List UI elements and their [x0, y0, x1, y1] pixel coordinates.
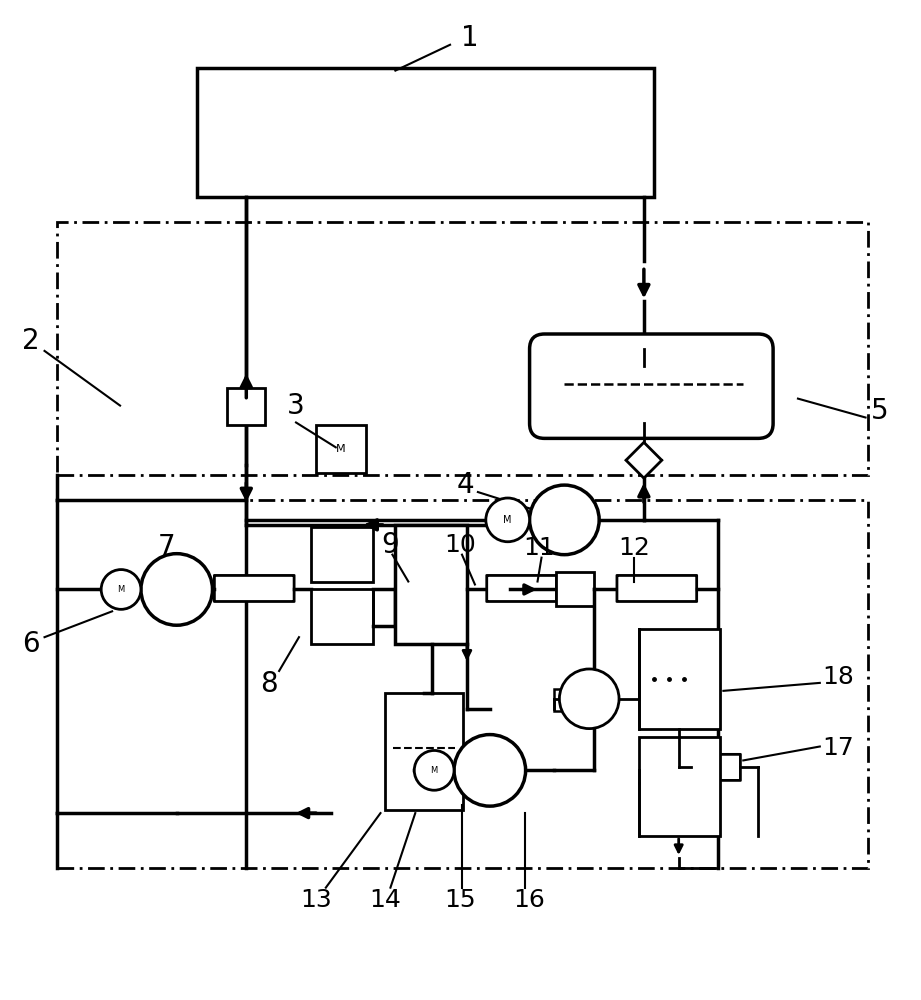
Text: 2: 2 — [22, 327, 40, 355]
Text: M: M — [336, 444, 345, 454]
Bar — [386, 693, 463, 810]
Text: M: M — [118, 585, 124, 594]
Text: 4: 4 — [456, 471, 473, 499]
Circle shape — [530, 485, 600, 555]
Text: 8: 8 — [261, 670, 278, 698]
Circle shape — [141, 554, 213, 625]
Text: 12: 12 — [618, 536, 650, 560]
Bar — [639, 629, 720, 729]
Text: 17: 17 — [822, 736, 854, 760]
Text: 14: 14 — [369, 888, 402, 912]
Text: 3: 3 — [287, 392, 305, 420]
Text: 15: 15 — [444, 888, 476, 912]
FancyBboxPatch shape — [530, 334, 773, 438]
Text: 1: 1 — [461, 24, 479, 52]
Bar — [639, 737, 720, 836]
Circle shape — [414, 750, 454, 790]
Bar — [395, 525, 467, 644]
Text: 13: 13 — [300, 888, 332, 912]
Bar — [311, 527, 372, 582]
Text: 11: 11 — [524, 536, 555, 560]
FancyBboxPatch shape — [215, 575, 294, 601]
Text: 9: 9 — [381, 531, 400, 559]
Bar — [57, 500, 868, 868]
Text: 16: 16 — [514, 888, 545, 912]
Circle shape — [101, 570, 141, 609]
Bar — [227, 388, 265, 425]
FancyBboxPatch shape — [486, 575, 556, 601]
Bar — [196, 68, 654, 197]
FancyBboxPatch shape — [691, 754, 740, 780]
Text: M: M — [504, 515, 512, 525]
Text: 5: 5 — [870, 397, 888, 425]
Circle shape — [486, 498, 530, 542]
Bar — [311, 589, 372, 644]
Text: 6: 6 — [22, 630, 40, 658]
Text: 7: 7 — [158, 533, 176, 561]
Bar — [57, 222, 868, 475]
Bar — [554, 689, 577, 711]
Text: 18: 18 — [822, 665, 854, 689]
Text: 10: 10 — [444, 533, 476, 557]
Bar — [316, 425, 366, 473]
Bar — [556, 572, 594, 606]
Circle shape — [559, 669, 619, 729]
Text: M: M — [430, 766, 437, 775]
FancyBboxPatch shape — [617, 575, 696, 601]
Polygon shape — [626, 442, 662, 478]
Circle shape — [454, 735, 526, 806]
